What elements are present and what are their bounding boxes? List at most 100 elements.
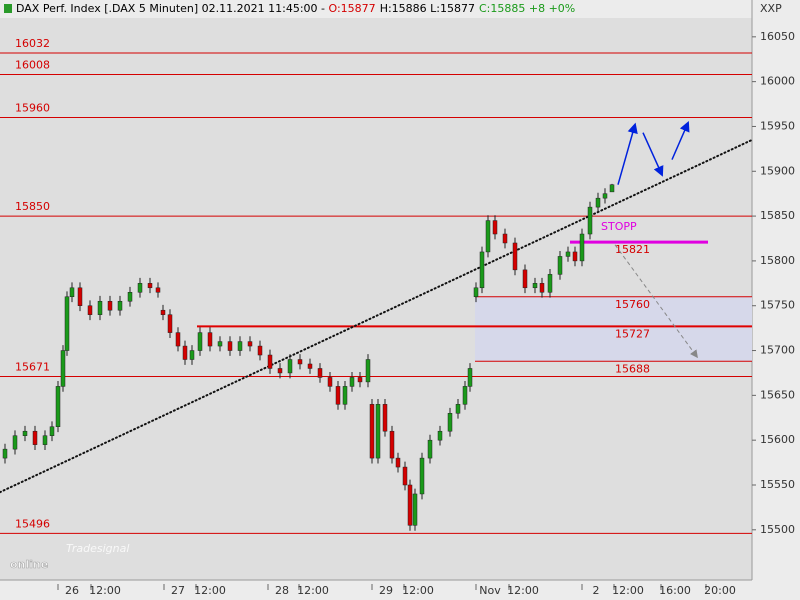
header: DAX Perf. Index [.DAX 5 Minuten] 02.11.2…: [16, 2, 575, 15]
candle-body: [609, 184, 615, 193]
x-tick-label: 20:00: [704, 584, 736, 597]
x-tick-label: 12:00: [507, 584, 539, 597]
candle-body: [42, 435, 48, 445]
candle-body: [492, 220, 498, 235]
x-tick-label: 28: [275, 584, 289, 597]
y-tick-label: 15700: [760, 344, 795, 357]
candle-body: [369, 404, 375, 459]
arrow: [617, 122, 638, 185]
candle-body: [64, 296, 70, 351]
candle-body: [572, 251, 578, 262]
candle-body: [602, 193, 608, 199]
candle-body: [49, 426, 55, 436]
candle-body: [237, 341, 243, 351]
header-instrument: DAX Perf. Index [.DAX 5 Minuten] 02.11.2…: [16, 2, 329, 15]
header-open: O:15877: [329, 2, 376, 15]
level-label: 15688: [615, 362, 650, 375]
candle-body: [197, 332, 203, 351]
y-tick-label: 15500: [760, 523, 795, 536]
logo-big: online: [10, 558, 48, 571]
x-tick-label: 12:00: [89, 584, 121, 597]
candle-body: [277, 368, 283, 374]
candle-body: [12, 435, 18, 450]
candle-body: [579, 233, 585, 262]
y-tick-label: 15850: [760, 209, 795, 222]
candle-body: [267, 354, 273, 369]
candle-body: [532, 283, 538, 289]
candle-body: [467, 368, 473, 387]
arrow: [642, 132, 664, 177]
arrow: [671, 120, 690, 160]
candle-body: [539, 283, 545, 293]
level-label: 15671: [15, 361, 50, 374]
stop-label: STOPP: [601, 220, 637, 233]
candle-body: [557, 256, 563, 275]
x-tick-label: 27: [171, 584, 185, 597]
candle-body: [55, 386, 61, 427]
candle-body: [217, 341, 223, 347]
candle-body: [402, 466, 408, 486]
candle-body: [547, 274, 553, 293]
level-label: 16008: [15, 58, 50, 71]
x-tick-label: 26: [65, 584, 79, 597]
candle-body: [502, 233, 508, 244]
candle-body: [107, 300, 113, 311]
candle-body: [389, 430, 395, 459]
level-label: 15496: [15, 517, 50, 530]
x-tick-label: 12:00: [297, 584, 329, 597]
y-tick-label: 15550: [760, 478, 795, 491]
y-tick-label: 16050: [760, 30, 795, 43]
candle-body: [32, 430, 38, 445]
level-label: 16032: [15, 37, 50, 50]
candle-body: [412, 493, 418, 526]
candle-body: [257, 345, 263, 356]
candle-body: [167, 314, 173, 333]
candle-body: [485, 220, 491, 253]
candle-body: [69, 287, 75, 298]
candle-body: [407, 484, 413, 526]
candle-body: [247, 341, 253, 347]
x-tick-label: Nov: [479, 584, 501, 597]
candle-body: [297, 359, 303, 365]
header-high-low: H:15886 L:15877: [380, 2, 475, 15]
candle-body: [155, 287, 161, 293]
candle-body: [479, 251, 485, 289]
candle-body: [419, 457, 425, 495]
candle-body: [349, 377, 355, 387]
target-zone: [475, 296, 752, 362]
candle-body: [382, 404, 388, 432]
candle-body: [87, 305, 93, 315]
candle-body: [455, 404, 461, 414]
candle-body: [175, 332, 181, 347]
candle-body: [587, 206, 593, 235]
x-tick-label: 16:00: [659, 584, 691, 597]
header-close: C:15885 +8 +0%: [479, 2, 575, 15]
candle-body: [395, 457, 401, 468]
candle-body: [335, 386, 341, 405]
y-tick-label: 15900: [760, 164, 795, 177]
candle-body: [565, 251, 571, 257]
x-tick-label: 29: [379, 584, 393, 597]
candle-body: [60, 350, 66, 387]
candle-body: [365, 359, 371, 383]
logo: Tradesignal online: [10, 542, 130, 571]
candle-body: [160, 309, 166, 315]
y-tick-label: 15750: [760, 299, 795, 312]
candle-body: [462, 386, 468, 405]
candle-body: [227, 341, 233, 351]
level-label: 15727: [615, 327, 650, 340]
level-label: 15960: [15, 101, 50, 114]
candle-body: [447, 413, 453, 432]
candle-body: [512, 242, 518, 271]
candle-body: [117, 300, 123, 311]
candle-body: [189, 350, 195, 360]
candle-body: [137, 283, 143, 293]
candle-body: [473, 287, 479, 298]
level-label: 15850: [15, 200, 50, 213]
candle-body: [207, 332, 213, 347]
level-label: 15760: [615, 298, 650, 311]
candle-body: [22, 430, 28, 436]
x-tick-label: 2: [593, 584, 600, 597]
candle-body: [375, 404, 381, 459]
